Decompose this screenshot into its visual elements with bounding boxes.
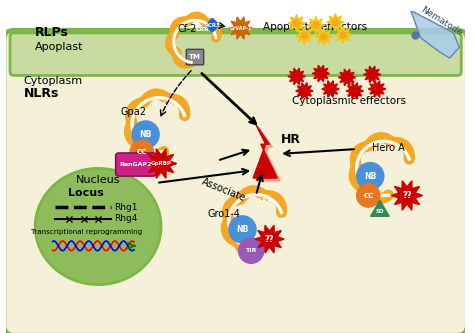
Circle shape — [229, 216, 256, 243]
Polygon shape — [392, 181, 422, 210]
Text: Locus: Locus — [68, 187, 103, 197]
Polygon shape — [368, 81, 386, 97]
Text: LRR: LRR — [162, 101, 176, 106]
Text: Rhg1: Rhg1 — [115, 203, 138, 212]
Polygon shape — [206, 18, 219, 32]
Text: RanGAP2: RanGAP2 — [119, 162, 152, 167]
Text: GpRBP: GpRBP — [151, 161, 172, 166]
Polygon shape — [312, 21, 320, 29]
Text: ??: ?? — [265, 234, 274, 243]
Polygon shape — [256, 128, 280, 181]
Text: TM: TM — [189, 54, 201, 60]
Polygon shape — [312, 65, 329, 82]
Circle shape — [356, 184, 380, 207]
Text: LRR: LRR — [387, 145, 401, 150]
Polygon shape — [320, 33, 328, 41]
Polygon shape — [253, 125, 277, 178]
Text: Transcriptional reprogramming: Transcriptional reprogramming — [31, 229, 142, 235]
Polygon shape — [339, 31, 347, 39]
Polygon shape — [322, 81, 339, 97]
FancyBboxPatch shape — [4, 30, 467, 333]
Text: RCR3: RCR3 — [205, 23, 220, 28]
Polygon shape — [327, 14, 344, 31]
Text: NLRs: NLRs — [24, 87, 59, 100]
Circle shape — [132, 121, 159, 148]
Circle shape — [356, 163, 384, 190]
Polygon shape — [288, 68, 305, 85]
Text: Gro1-4: Gro1-4 — [208, 209, 240, 219]
FancyBboxPatch shape — [186, 49, 204, 65]
Text: Hero A: Hero A — [372, 143, 405, 153]
Polygon shape — [346, 83, 364, 99]
Text: CC: CC — [137, 149, 147, 155]
Text: Rhg4: Rhg4 — [115, 214, 138, 223]
Text: LRR: LRR — [196, 27, 210, 32]
Polygon shape — [288, 14, 305, 32]
Polygon shape — [364, 66, 381, 83]
Text: Nematode: Nematode — [419, 5, 464, 38]
Text: NB: NB — [139, 130, 152, 139]
Text: Apoplastic effectors: Apoplastic effectors — [263, 22, 367, 32]
Polygon shape — [146, 149, 177, 178]
Text: HR: HR — [281, 133, 301, 146]
Text: Associate: Associate — [200, 176, 247, 203]
Polygon shape — [371, 200, 389, 216]
Text: Apoplast: Apoplast — [35, 42, 84, 52]
FancyBboxPatch shape — [10, 33, 461, 76]
Circle shape — [238, 238, 264, 263]
Polygon shape — [315, 28, 332, 45]
Text: SD: SD — [376, 209, 384, 214]
Text: NB: NB — [237, 225, 248, 234]
Text: Gpa2: Gpa2 — [120, 107, 146, 117]
Polygon shape — [331, 18, 339, 26]
Polygon shape — [334, 26, 352, 44]
Text: TIR: TIR — [246, 248, 257, 253]
Circle shape — [130, 140, 154, 164]
Polygon shape — [411, 11, 459, 58]
Polygon shape — [296, 27, 313, 45]
Polygon shape — [338, 69, 356, 86]
Text: Cytoplasmic effectors: Cytoplasmic effectors — [292, 96, 406, 106]
Text: RLPs: RLPs — [35, 26, 69, 39]
Polygon shape — [229, 17, 252, 39]
Polygon shape — [296, 83, 313, 99]
Text: Cf-2: Cf-2 — [178, 24, 197, 34]
Polygon shape — [307, 16, 325, 34]
Text: LRR: LRR — [259, 198, 273, 203]
Polygon shape — [301, 32, 308, 40]
Text: ??: ?? — [402, 191, 412, 200]
Ellipse shape — [35, 168, 161, 285]
Polygon shape — [293, 19, 301, 27]
Polygon shape — [255, 225, 284, 253]
Text: Nucleus: Nucleus — [76, 175, 120, 185]
Text: Cytoplasm: Cytoplasm — [24, 76, 83, 86]
Text: NB: NB — [364, 171, 376, 180]
Text: CC: CC — [363, 192, 374, 198]
Text: GrVAP-1: GrVAP-1 — [229, 26, 252, 31]
FancyBboxPatch shape — [116, 153, 156, 176]
